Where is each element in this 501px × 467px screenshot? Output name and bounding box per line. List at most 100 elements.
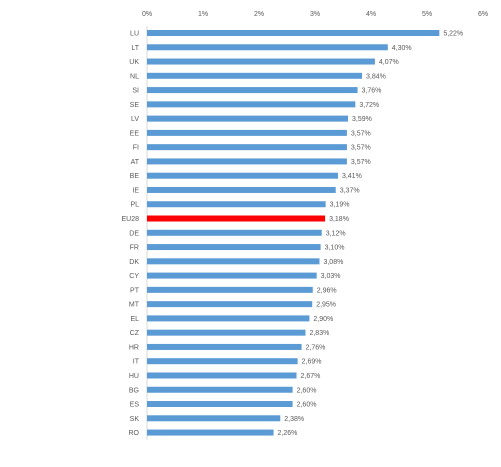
category-label: HR <box>129 344 139 351</box>
x-tick-label: 6% <box>478 11 488 18</box>
x-axis-ticks: 0% 1% 2% 3% 4% 5% 6% <box>142 11 488 18</box>
value-label: 2,90% <box>313 316 333 323</box>
category-label: NL <box>130 73 139 80</box>
bar-cy <box>147 272 317 279</box>
category-label: MT <box>129 302 140 309</box>
bar-hr <box>147 343 302 350</box>
category-label: FR <box>130 245 139 252</box>
bar-uk <box>147 58 375 65</box>
bar-sk <box>147 415 281 422</box>
value-label: 3,41% <box>342 173 362 180</box>
category-label: LT <box>131 45 139 52</box>
bar-hu <box>147 372 297 379</box>
bar-pl <box>147 201 326 208</box>
category-label: EE <box>130 130 140 137</box>
bar-it <box>147 358 298 365</box>
bar-lv <box>147 115 349 122</box>
value-labels: 5,22% 4,30% 4,07% 3,84% 3,76% 3,72% 3,59% 3,57%… <box>278 31 464 438</box>
value-label: 3,12% <box>326 230 346 237</box>
x-tick-label: 1% <box>198 11 208 18</box>
bar-fr <box>147 244 321 251</box>
value-label: 3,18% <box>329 216 349 223</box>
bar-lt <box>147 44 388 51</box>
bar-lu <box>147 30 440 36</box>
bar-si <box>147 87 358 94</box>
category-label: BG <box>129 387 139 394</box>
value-label: 3,84% <box>366 73 386 80</box>
bar-se <box>147 101 356 108</box>
bars <box>147 30 440 436</box>
value-label: 5,22% <box>443 31 463 38</box>
value-label: 2,26% <box>278 430 298 437</box>
category-label: HU <box>129 373 139 380</box>
category-label: AT <box>131 159 140 166</box>
category-label: LV <box>131 116 139 123</box>
bar-bg <box>147 386 293 393</box>
x-tick-label: 2% <box>254 11 264 18</box>
bar-es <box>147 401 293 408</box>
value-label: 2,69% <box>302 359 322 366</box>
bar-el <box>147 315 310 322</box>
bar-fi <box>147 144 347 151</box>
bar-dk <box>147 258 320 265</box>
value-label: 3,57% <box>351 130 371 137</box>
value-label: 3,57% <box>351 145 371 152</box>
category-label: EL <box>130 316 139 323</box>
value-label: 2,95% <box>316 302 336 309</box>
bar-ee <box>147 129 347 136</box>
category-label: PT <box>130 287 140 294</box>
x-tick-label: 0% <box>142 11 152 18</box>
bar-ro <box>147 429 274 436</box>
bar-eu28 <box>147 215 326 222</box>
bar-cz <box>147 329 306 336</box>
bar-at <box>147 158 347 165</box>
value-label: 3,59% <box>352 116 372 123</box>
category-label: SE <box>130 102 140 109</box>
value-label: 2,60% <box>297 387 317 394</box>
category-label: DK <box>129 259 139 266</box>
value-label: 3,37% <box>340 187 360 194</box>
value-label: 3,08% <box>323 259 343 266</box>
bar-be <box>147 172 338 179</box>
value-label: 2,96% <box>317 287 337 294</box>
value-label: 2,76% <box>306 344 326 351</box>
bar-de <box>147 229 322 236</box>
value-label: 2,60% <box>297 402 317 409</box>
category-label: EU28 <box>121 216 139 223</box>
value-label: 3,57% <box>351 159 371 166</box>
category-label: IE <box>132 187 139 194</box>
x-tick-label: 3% <box>310 11 320 18</box>
bar-ie <box>147 186 336 193</box>
category-label: ES <box>130 402 140 409</box>
category-label: LU <box>130 31 139 38</box>
value-label: 3,03% <box>321 273 341 280</box>
value-label: 2,83% <box>309 330 329 337</box>
category-label: CZ <box>130 330 140 337</box>
category-label: SI <box>132 88 139 95</box>
bar-pt <box>147 286 313 293</box>
category-label: BE <box>130 173 140 180</box>
category-label: PL <box>130 202 139 209</box>
category-label: UK <box>129 59 139 66</box>
value-label: 3,19% <box>330 202 350 209</box>
category-label: CY <box>129 273 139 280</box>
category-label: IT <box>133 359 140 366</box>
value-label: 3,10% <box>325 245 345 252</box>
category-label: RO <box>129 430 140 437</box>
bar-mt <box>147 301 313 308</box>
value-label: 2,67% <box>301 373 321 380</box>
category-label: DE <box>129 230 139 237</box>
value-label: 2,38% <box>284 416 304 423</box>
value-label: 4,07% <box>379 59 399 66</box>
category-labels: LU LT UK NL SI SE LV EE FI AT BE IE PL EU28 DE FR DK CY PT… <box>121 31 139 438</box>
value-label: 3,72% <box>359 102 379 109</box>
category-label: SK <box>130 416 140 423</box>
value-label: 4,30% <box>392 45 412 52</box>
category-label: FI <box>133 145 139 152</box>
bar-nl <box>147 72 363 79</box>
x-tick-label: 4% <box>366 11 376 18</box>
value-label: 3,76% <box>362 88 382 95</box>
x-tick-label: 5% <box>422 11 432 18</box>
